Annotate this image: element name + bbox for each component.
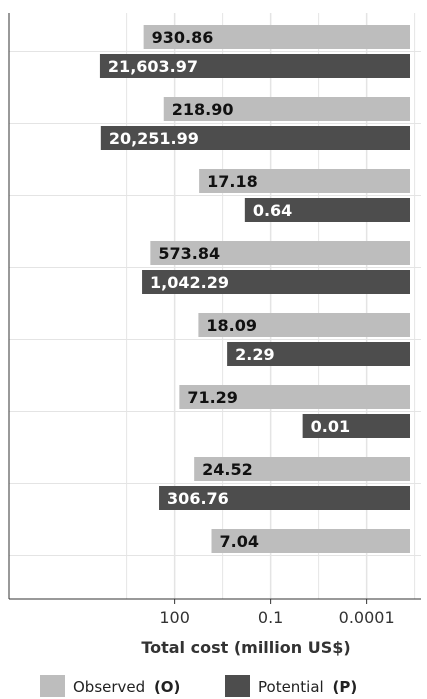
bar-observed-2 [199,169,410,193]
bar-observed-7 [211,529,410,553]
bar-potential-0 [99,54,410,78]
bar-observed-3 [150,241,410,265]
bar-label-observed-0: 930.86 [152,28,214,47]
bar-label-potential-6: 306.76 [167,489,229,508]
legend: Observed (O) Potential (P) [40,675,357,697]
bar-potential-1 [100,126,410,150]
bar-label-observed-5: 71.29 [187,388,238,407]
bar-label-observed-6: 24.52 [202,460,253,479]
x-tick-label-0: 100 [159,608,190,627]
legend-name-potential: Potential [258,678,324,696]
bar-label-potential-3: 1,042.29 [150,273,229,292]
legend-swatch-observed [40,675,65,697]
legend-label-observed: Observed (O) [73,678,180,696]
bar-label-observed-7: 7.04 [220,532,259,551]
bar-label-observed-1: 218.90 [172,100,234,119]
bar-observed-0 [143,25,410,49]
bar-potential-2 [244,198,410,222]
bar-observed-5 [179,385,410,409]
bar-observed-4 [198,313,410,337]
legend-code-observed: (O) [154,678,180,696]
legend-code-potential: (P) [333,678,358,696]
bar-potential-5 [302,414,410,438]
bar-label-observed-3: 573.84 [158,244,220,263]
bar-label-potential-1: 20,251.99 [109,129,199,148]
bar-potential-4 [227,342,410,366]
bar-potential-6 [159,486,410,510]
x-axis-ticks: 100 0.1 0.0001 [159,599,395,627]
bar-observed-6 [194,457,410,481]
bar-potential-3 [142,270,410,294]
bar-label-potential-2: 0.64 [253,201,292,220]
legend-label-potential: Potential (P) [258,678,357,696]
bar-observed-1 [163,97,410,121]
label-layer: 930.86 218.90 17.18 573.84 18.09 71.29 24.52 7.… [108,28,350,551]
bar-label-potential-4: 2.29 [235,345,274,364]
legend-swatch-potential [225,675,250,697]
bar-label-observed-2: 17.18 [207,172,258,191]
bar-label-observed-4: 18.09 [206,316,257,335]
x-tick-label-1: 0.1 [258,608,283,627]
legend-name-observed: Observed [73,678,145,696]
bar-label-potential-5: 0.01 [311,417,350,436]
x-tick-label-2: 0.0001 [339,608,395,627]
bar-label-potential-0: 21,603.97 [108,57,198,76]
bar-layer [99,25,410,553]
x-axis-title: Total cost (million US$) [141,638,350,657]
